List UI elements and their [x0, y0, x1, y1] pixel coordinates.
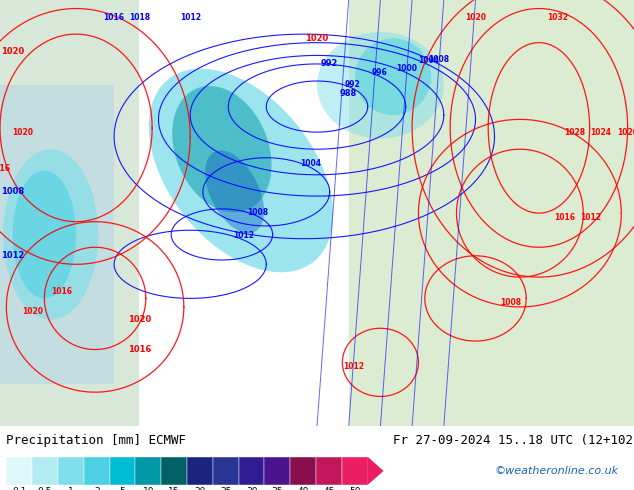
- Text: 1016: 1016: [103, 13, 125, 22]
- Ellipse shape: [13, 171, 76, 298]
- Text: 15: 15: [169, 488, 180, 490]
- Bar: [110, 457, 136, 485]
- Text: 1020: 1020: [12, 128, 34, 137]
- Text: 1018: 1018: [129, 13, 150, 22]
- Text: 1024: 1024: [590, 128, 612, 137]
- Text: 992: 992: [345, 80, 361, 89]
- Text: 996: 996: [372, 68, 387, 76]
- Text: 2: 2: [94, 488, 100, 490]
- Bar: [0, 0, 139, 426]
- Ellipse shape: [149, 69, 333, 272]
- Text: 1000: 1000: [396, 64, 417, 73]
- Bar: [136, 457, 161, 485]
- Bar: [349, 0, 634, 426]
- Bar: [161, 457, 187, 485]
- Text: 1020: 1020: [128, 315, 151, 324]
- Text: 1020: 1020: [22, 307, 44, 316]
- Text: 35: 35: [271, 488, 283, 490]
- Text: 992: 992: [321, 59, 339, 69]
- Bar: [6, 457, 32, 485]
- Text: 1020: 1020: [465, 13, 486, 22]
- Text: ©weatheronline.co.uk: ©weatheronline.co.uk: [495, 466, 619, 476]
- Bar: [32, 457, 58, 485]
- Text: 1012: 1012: [233, 231, 254, 241]
- Text: 5: 5: [120, 488, 126, 490]
- Text: 1020: 1020: [306, 34, 328, 43]
- Polygon shape: [368, 457, 384, 485]
- Text: Fr 27-09-2024 15..18 UTC (12+102): Fr 27-09-2024 15..18 UTC (12+102): [393, 434, 634, 447]
- Text: 0.5: 0.5: [38, 488, 52, 490]
- Bar: [290, 457, 316, 485]
- Text: 1028: 1028: [564, 128, 585, 137]
- Ellipse shape: [3, 149, 98, 319]
- Text: 1020: 1020: [1, 47, 24, 56]
- Text: 1012: 1012: [179, 13, 201, 22]
- Text: 988: 988: [340, 89, 358, 98]
- Text: 1008: 1008: [1, 187, 24, 196]
- Text: 25: 25: [220, 488, 231, 490]
- Bar: [342, 457, 368, 485]
- Bar: [238, 457, 264, 485]
- Text: 1008: 1008: [428, 55, 450, 64]
- Text: 45: 45: [323, 488, 335, 490]
- Text: 20: 20: [194, 488, 205, 490]
- Ellipse shape: [317, 32, 444, 139]
- Text: 1016: 1016: [553, 213, 575, 222]
- Text: 1004: 1004: [301, 159, 321, 168]
- Text: 1012: 1012: [343, 362, 365, 371]
- Text: 1016: 1016: [51, 287, 72, 296]
- Bar: [187, 457, 213, 485]
- Text: 1016: 1016: [0, 164, 11, 173]
- Text: 1: 1: [68, 488, 74, 490]
- Text: 0.1: 0.1: [12, 488, 27, 490]
- Ellipse shape: [205, 150, 264, 233]
- Bar: [84, 457, 110, 485]
- Text: 1012: 1012: [580, 213, 602, 222]
- Bar: [316, 457, 342, 485]
- Text: 1008: 1008: [247, 208, 268, 217]
- Text: 40: 40: [297, 488, 309, 490]
- Bar: [264, 457, 290, 485]
- Text: 1020: 1020: [617, 128, 634, 137]
- Ellipse shape: [355, 38, 431, 115]
- Text: 50: 50: [349, 488, 361, 490]
- Bar: [58, 457, 84, 485]
- Text: 10: 10: [143, 488, 154, 490]
- Text: 1012: 1012: [1, 251, 24, 260]
- Text: 30: 30: [246, 488, 257, 490]
- Text: 1008: 1008: [500, 298, 522, 307]
- Text: 1016: 1016: [128, 345, 151, 354]
- Text: 1032: 1032: [547, 13, 569, 22]
- Ellipse shape: [172, 86, 271, 213]
- Text: 1004: 1004: [418, 56, 439, 65]
- Bar: [213, 457, 238, 485]
- Bar: [0, 85, 114, 384]
- Text: Precipitation [mm] ECMWF: Precipitation [mm] ECMWF: [6, 434, 186, 447]
